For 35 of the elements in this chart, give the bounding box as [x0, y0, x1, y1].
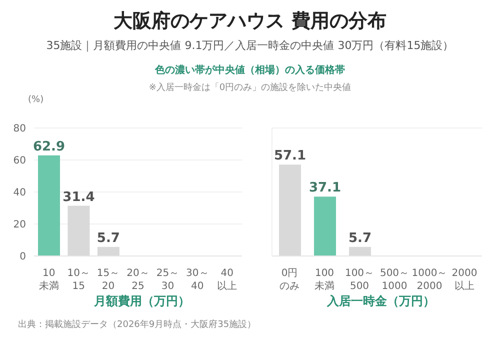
- x-tick-label: 500～ 1000: [380, 268, 410, 292]
- data-label: 31.4: [62, 190, 95, 205]
- bar: [38, 155, 60, 256]
- x-tick-label: 0円のみ: [280, 268, 300, 292]
- x-tick-label: 10～ 15: [67, 268, 90, 292]
- x-axis-title: 月額費用（万円）: [93, 293, 191, 310]
- y-tick-label: 0: [20, 252, 26, 263]
- data-label: 5.7: [96, 230, 120, 246]
- y-tick-label: 20: [13, 220, 26, 231]
- x-tick-label: 15～ 20: [96, 268, 120, 292]
- chart-title: 大阪府のケアハウス 費用の分布: [112, 9, 388, 34]
- x-tick-label: 10 未満: [38, 268, 59, 292]
- y-tick-label: 40: [13, 188, 26, 199]
- x-tick-label: 40 以上: [217, 268, 238, 292]
- y-tick-label: 60: [13, 156, 26, 167]
- x-tick-label: 25～ 30: [156, 268, 180, 292]
- x-tick-label: 30～ 40: [186, 268, 209, 292]
- chart-subtitle: 35施設｜月額費用の中央値 9.1万円／入居一時金の中央値 30万円（有料15施設）: [45, 38, 455, 53]
- text: 色の濃い帯が中央値（相場）の入る価格帯: [154, 64, 346, 77]
- x-tick-label: 2000 以上: [452, 268, 478, 292]
- x-axis-title: 入居一時金（万円）: [326, 293, 436, 310]
- y-tick-label: 80: [13, 124, 26, 135]
- x-tick-label: 100～ 500: [344, 268, 374, 292]
- data-label: 37.1: [308, 180, 342, 196]
- x-tick-label: 1000～ 2000: [412, 268, 448, 292]
- data-label: 5.7: [348, 230, 372, 246]
- text: ※入居一時金は「0円のみ」の施設を除いた中央値: [148, 82, 352, 94]
- x-tick-label: 20～ 25: [126, 268, 150, 292]
- data-label: 57.1: [274, 148, 306, 164]
- x-tick-label: 100 未満: [314, 268, 334, 292]
- bar: [68, 206, 90, 256]
- bar: [97, 246, 120, 256]
- data-label: 62.9: [32, 139, 66, 154]
- source-note: 出典：掲載施設データ（2026年9月時点・大阪府35施設）: [18, 318, 256, 331]
- y-axis-title: (%): [28, 95, 44, 105]
